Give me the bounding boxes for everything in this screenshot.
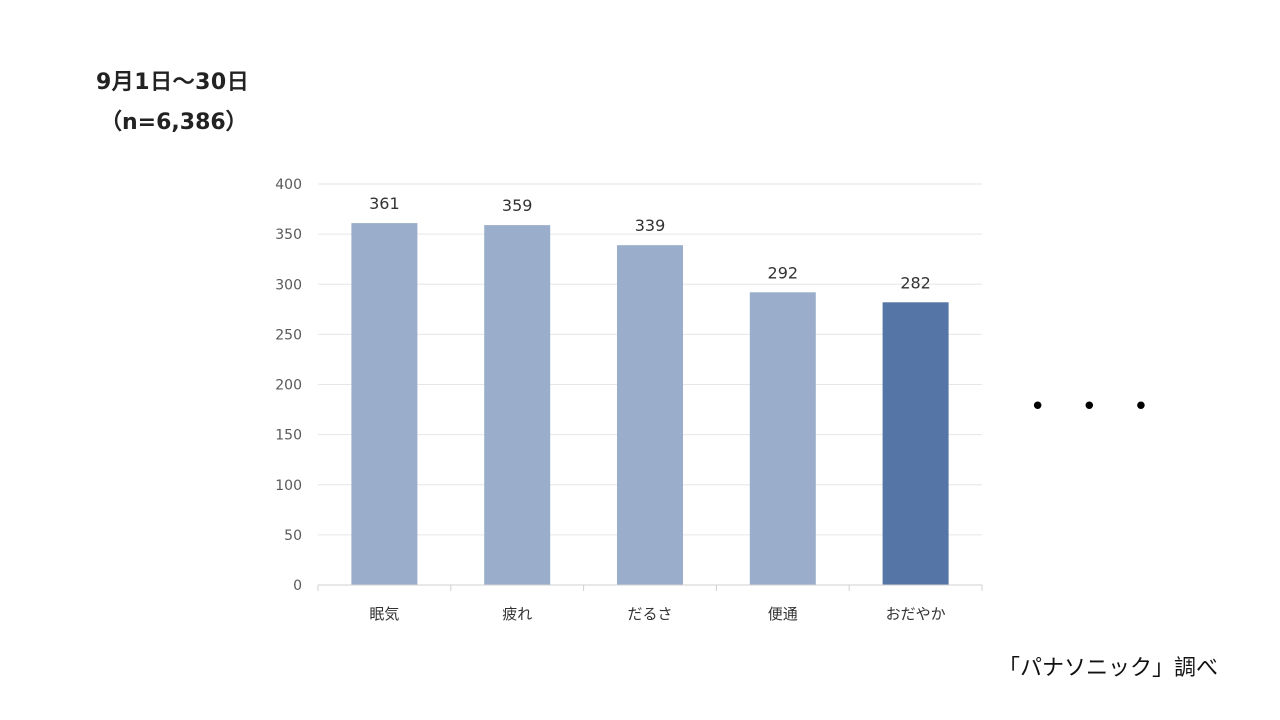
x-axis: 眠気 疲れ だるさ 便通 おだやか (317, 584, 983, 623)
bar-3 (617, 245, 683, 585)
y-tick-label: 0 (293, 578, 302, 594)
bar-4 (749, 292, 816, 585)
chart-period-title: 9月1日〜30日 (96, 70, 250, 95)
bar-2 (484, 225, 551, 586)
data-labels: 361 359 339 292 282 (369, 194, 931, 292)
x-category-label: おだやか (886, 605, 946, 623)
y-tick-label: 350 (275, 227, 302, 243)
data-label: 339 (635, 216, 666, 235)
x-category-label: 眠気 (369, 605, 399, 623)
source-note: 「パナソニック」調べ (998, 656, 1219, 681)
more-ellipsis: • • • (1030, 392, 1163, 422)
x-category-label: 疲れ (502, 605, 532, 623)
bar-1 (351, 223, 418, 585)
data-label: 359 (502, 196, 533, 215)
y-tick-label: 200 (275, 378, 302, 394)
chart-sample-size: （n=6,386） (100, 110, 248, 135)
y-tick-label: 50 (284, 528, 302, 544)
x-category-label: 便通 (768, 605, 798, 623)
y-tick-label: 400 (275, 177, 302, 193)
x-category-label: だるさ (627, 605, 672, 623)
y-tick-label: 250 (275, 327, 302, 343)
bar-5 (882, 302, 949, 585)
data-label: 292 (768, 263, 799, 282)
data-label: 282 (900, 273, 931, 292)
y-tick-label: 100 (275, 478, 302, 494)
data-label: 361 (369, 194, 400, 213)
y-tick-label: 300 (275, 277, 302, 293)
bars (351, 223, 949, 586)
y-axis-ticks: 0 50 100 150 200 250 300 350 400 (275, 177, 302, 594)
y-tick-label: 150 (275, 428, 302, 444)
